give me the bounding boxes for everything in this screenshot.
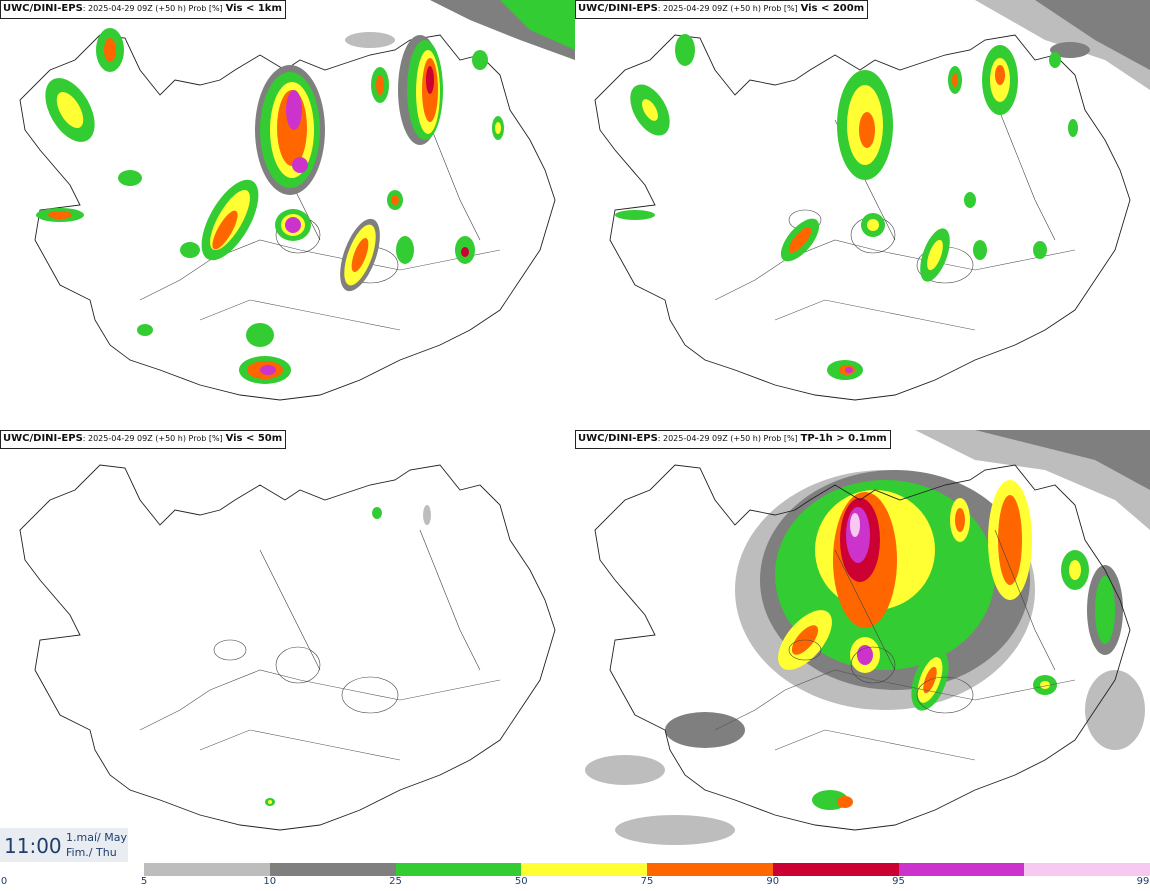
map-panel-vis-200m: UWC/DINI-EPS: 2025-04-29 09Z (+50 h) Pro… [575,0,1150,430]
iceland-map [19,464,556,831]
colorbar-segment [395,863,522,876]
colorbar-tick-label: 75 [640,876,654,887]
panel-title: UWC/DINI-EPS: 2025-04-29 09Z (+50 h) Pro… [0,0,286,19]
colorbar-segment [898,863,1025,876]
panel-title: UWC/DINI-EPS: 2025-04-29 09Z (+50 h) Pro… [575,430,891,449]
panel-title: UWC/DINI-EPS: 2025-04-29 09Z (+50 h) Pro… [575,0,869,19]
valid-date-line2: Fim./ Thu [66,846,117,859]
colorbar-tick-label: 10 [263,876,277,887]
probability-field [615,34,1078,380]
panel-title: UWC/DINI-EPS: 2025-04-29 09Z (+50 h) Pro… [0,430,287,449]
probability-field [265,505,431,806]
map-panel-vis-1km: UWC/DINI-EPS: 2025-04-29 09Z (+50 h) Pro… [0,0,575,430]
colorbar-segment [269,863,396,876]
colorbar-tick-label: 99 [1136,876,1150,887]
iceland-map [594,0,1150,401]
colorbar-segment [772,863,899,876]
colorbar-tick-label: 5 [140,876,148,887]
iceland-map [585,430,1150,845]
iceland-map [19,0,575,401]
colorbar-segment [521,863,647,876]
colorbar-segment [144,863,270,876]
valid-time-box: 11:00 1.maí/ May Fim./ Thu [0,828,128,862]
map-panel-vis-50m: UWC/DINI-EPS: 2025-04-29 09Z (+50 h) Pro… [0,430,575,860]
colorbar-segment [1024,863,1150,876]
colorbar-tick-label: 50 [514,876,528,887]
colorbar-tick-label: 90 [766,876,780,887]
colorbar [144,863,1150,876]
colorbar-tick-label: 95 [892,876,905,887]
colorbar-tick-label: 0 [0,876,8,887]
colorbar-tick-label: 25 [389,876,402,887]
probability-field [665,470,1123,810]
valid-time: 11:00 [4,834,62,858]
probability-field [36,28,504,384]
map-panel-tp1h: UWC/DINI-EPS: 2025-04-29 09Z (+50 h) Pro… [575,430,1150,860]
colorbar-segment [647,863,773,876]
valid-date-line1: 1.maí/ May [66,831,127,844]
